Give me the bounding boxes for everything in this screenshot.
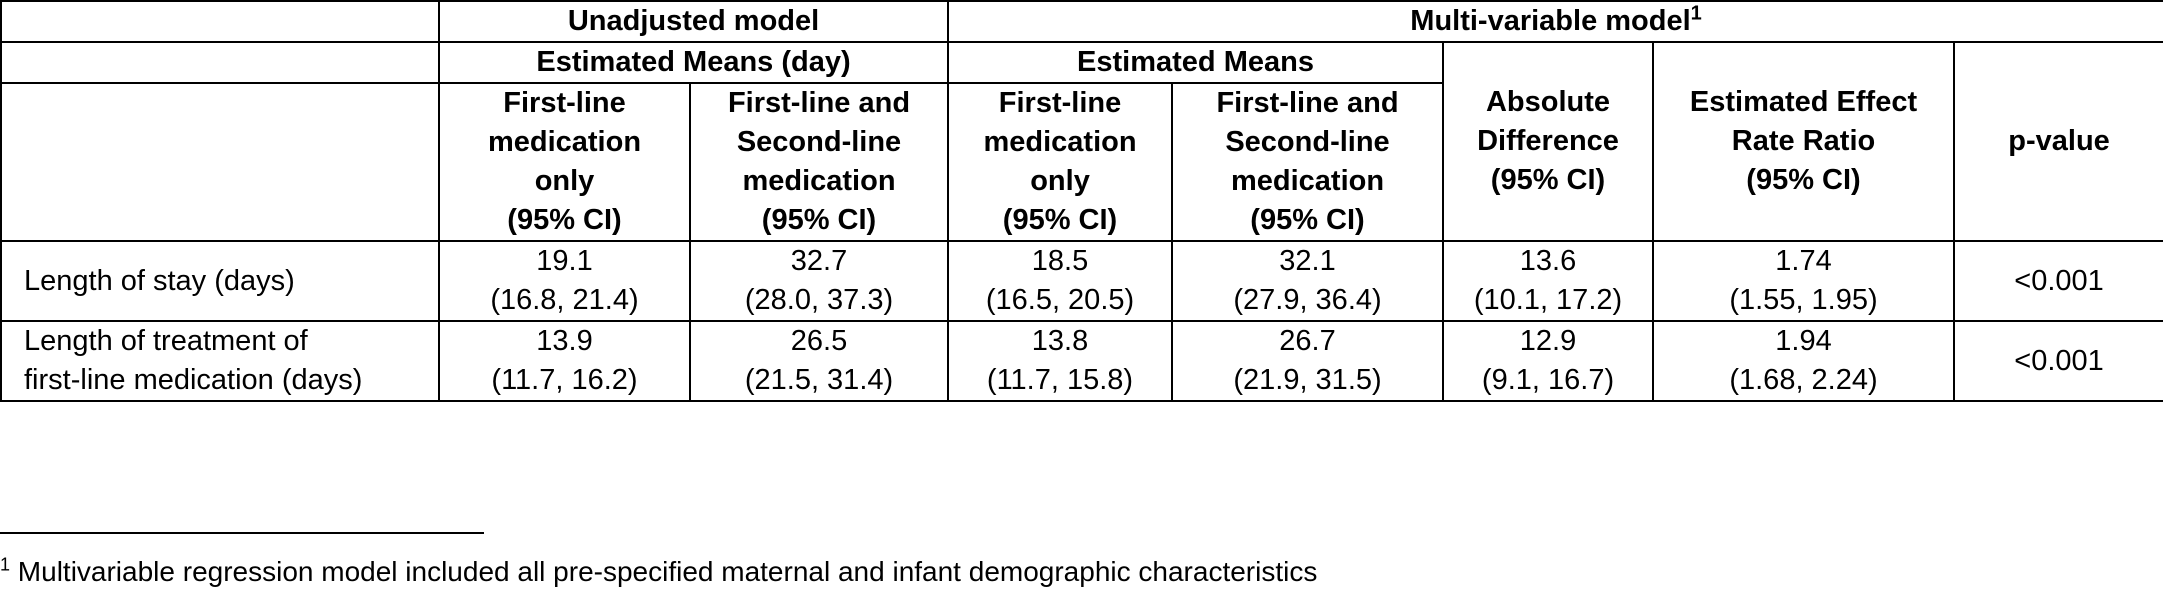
confidence-interval: (11.7, 16.2) bbox=[491, 364, 638, 396]
header-line: only bbox=[534, 165, 595, 197]
header-line: (95% CI) bbox=[1490, 164, 1606, 196]
multivariable-first-and-second-cell: 32.1 (27.9, 36.4) bbox=[1171, 240, 1445, 322]
confidence-interval: (9.1, 16.7) bbox=[1481, 364, 1615, 396]
header-line: First-line bbox=[998, 87, 1122, 119]
multivariable-model-label: Multi-variable model bbox=[1410, 5, 1691, 37]
unadjusted-first-and-second-header: First-line and Second-line medication (9… bbox=[688, 82, 950, 242]
confidence-interval: (21.9, 31.5) bbox=[1233, 364, 1382, 396]
estimated-means-header: Estimated Means bbox=[947, 41, 1445, 84]
header-line: Absolute bbox=[1485, 86, 1611, 118]
header-line: medication bbox=[1230, 165, 1385, 197]
multivariable-first-line-header: First-line medication only (95% CI) bbox=[947, 82, 1174, 242]
multivariable-first-and-second-header: First-line and Second-line medication (9… bbox=[1171, 82, 1445, 242]
confidence-interval: (10.1, 17.2) bbox=[1473, 284, 1623, 316]
header-line: (95% CI) bbox=[761, 204, 877, 236]
unadjusted-first-line-cell: 13.9 (11.7, 16.2) bbox=[438, 320, 691, 402]
estimate: 26.5 bbox=[790, 325, 848, 357]
estimate: 32.1 bbox=[1279, 245, 1336, 277]
row-label-line: first-line medication (days) bbox=[24, 364, 363, 396]
header-line: First-line and bbox=[727, 87, 911, 119]
header-row-1: Unadjusted model Multi-variable model1 bbox=[0, 0, 2163, 43]
estimate: 13.6 bbox=[1519, 245, 1577, 277]
unadjusted-first-and-second-cell: 32.7 (28.0, 37.3) bbox=[688, 240, 950, 322]
row-label-line: Length of stay (days) bbox=[24, 264, 295, 297]
header-line: (95% CI) bbox=[1250, 204, 1365, 236]
multivariable-first-and-second-cell: 26.7 (21.9, 31.5) bbox=[1171, 320, 1445, 402]
footnote-number: 1 bbox=[0, 554, 11, 575]
confidence-interval: (1.68, 2.24) bbox=[1729, 364, 1878, 396]
row-label: Length of treatment of first-line medicat… bbox=[0, 320, 440, 402]
empty-header-cell bbox=[0, 41, 440, 84]
estimate: 18.5 bbox=[1031, 245, 1089, 277]
header-line: medication bbox=[742, 165, 896, 197]
confidence-interval: (16.5, 20.5) bbox=[985, 284, 1135, 316]
estimate: 13.9 bbox=[536, 325, 593, 357]
header-line: Second-line bbox=[736, 126, 902, 158]
empty-header-cell bbox=[0, 82, 440, 242]
footnote: 1 Multivariable regression model include… bbox=[0, 555, 1317, 589]
unadjusted-first-line-cell: 19.1 (16.8, 21.4) bbox=[438, 240, 691, 322]
header-line: First-line and bbox=[1216, 87, 1399, 119]
rate-ratio-cell: 1.74 (1.55, 1.95) bbox=[1652, 240, 1956, 322]
unadjusted-first-line-header: First-line medication only (95% CI) bbox=[438, 82, 691, 242]
footnote-divider bbox=[0, 532, 484, 534]
rate-ratio-header: Estimated Effect Rate Ratio (95% CI) bbox=[1652, 41, 1956, 242]
absolute-difference-cell: 13.6 (10.1, 17.2) bbox=[1442, 240, 1655, 322]
p-value-cell: <0.001 bbox=[1953, 320, 2163, 402]
confidence-interval: (1.55, 1.95) bbox=[1729, 284, 1878, 316]
p-value-cell: <0.001 bbox=[1953, 240, 2163, 322]
header-line: medication bbox=[983, 126, 1137, 158]
p-value-header: p-value bbox=[1953, 41, 2163, 242]
rate-ratio-cell: 1.94 (1.68, 2.24) bbox=[1652, 320, 1956, 402]
header-line: (95% CI) bbox=[507, 204, 622, 236]
estimate: 1.94 bbox=[1775, 325, 1832, 357]
header-line: Second-line bbox=[1225, 126, 1390, 158]
confidence-interval: (21.5, 31.4) bbox=[744, 364, 894, 396]
header-line: Estimated Effect bbox=[1689, 86, 1918, 118]
header-line: (95% CI) bbox=[1746, 164, 1861, 196]
header-line: First-line bbox=[503, 87, 626, 119]
unadjusted-model-header: Unadjusted model bbox=[437, 0, 950, 43]
confidence-interval: (16.8, 21.4) bbox=[490, 284, 639, 316]
row-label-line: Length of treatment of bbox=[24, 325, 308, 357]
estimate: 13.8 bbox=[1031, 325, 1089, 357]
estimate: 32.7 bbox=[790, 245, 848, 277]
header-row-2: Estimated Means (day) Estimated Means Ab… bbox=[0, 41, 2163, 242]
unadjusted-first-and-second-cell: 26.5 (21.5, 31.4) bbox=[688, 320, 950, 402]
empty-header-cell bbox=[0, 0, 440, 43]
header-row-3: First-line medication only (95% CI) Firs… bbox=[0, 82, 2163, 242]
footnote-marker: 1 bbox=[1690, 2, 1702, 25]
footnote-text: Multivariable regression model included … bbox=[10, 556, 1318, 587]
header-line: Rate Ratio bbox=[1731, 125, 1876, 157]
estimate: 19.1 bbox=[536, 245, 593, 277]
estimate: 1.74 bbox=[1775, 245, 1832, 277]
row-label: Length of stay (days) bbox=[0, 240, 440, 322]
confidence-interval: (28.0, 37.3) bbox=[744, 284, 894, 316]
table-row: Length of treatment of first-line medicat… bbox=[0, 320, 2163, 402]
estimate: 26.7 bbox=[1279, 325, 1336, 357]
header-line: (95% CI) bbox=[1002, 204, 1118, 236]
header-line: medication bbox=[487, 126, 642, 158]
multivariable-first-line-cell: 18.5 (16.5, 20.5) bbox=[947, 240, 1174, 322]
header-line: Difference bbox=[1477, 125, 1619, 157]
confidence-interval: (27.9, 36.4) bbox=[1233, 284, 1382, 316]
absolute-difference-header: Absolute Difference (95% CI) bbox=[1442, 41, 1655, 242]
header-line: only bbox=[1030, 165, 1090, 197]
absolute-difference-cell: 12.9 (9.1, 16.7) bbox=[1442, 320, 1655, 402]
estimate: 12.9 bbox=[1519, 325, 1577, 357]
estimated-means-day-header: Estimated Means (day) bbox=[437, 41, 950, 84]
multivariable-model-header: Multi-variable model1 bbox=[947, 0, 2163, 43]
multivariable-first-line-cell: 13.8 (11.7, 15.8) bbox=[947, 320, 1174, 402]
confidence-interval: (11.7, 15.8) bbox=[986, 364, 1134, 396]
table-row: Length of stay (days) 19.1 (16.8, 21.4) 3… bbox=[0, 240, 2163, 322]
results-table: Unadjusted model Multi-variable model1 E… bbox=[0, 0, 2163, 402]
